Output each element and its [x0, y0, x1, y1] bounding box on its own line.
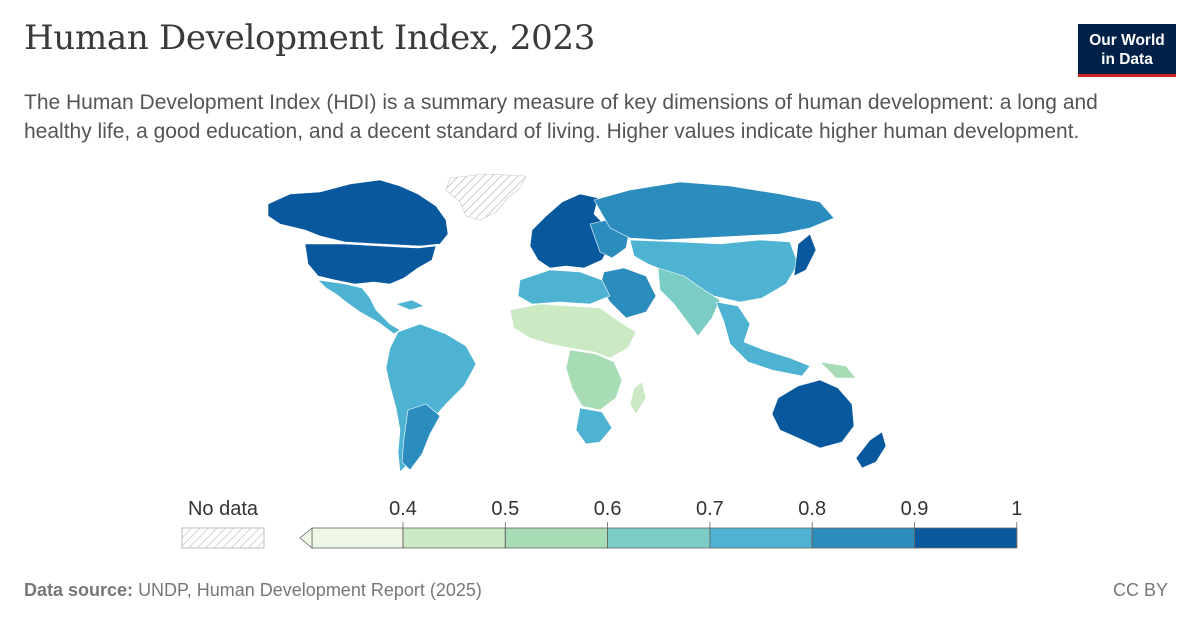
legend-tick-label: 0.9	[901, 498, 929, 520]
japan-korea-region[interactable]	[793, 233, 817, 277]
data-source-text: UNDP, Human Development Report (2025)	[138, 580, 482, 600]
legend-bin[interactable]	[709, 527, 813, 549]
chart-title: Human Development Index, 2023	[24, 18, 596, 58]
russia-region[interactable]	[593, 181, 835, 241]
legend-tick-label: 0.4	[389, 498, 417, 520]
legend-lower-arrow	[299, 527, 313, 549]
data-source-label: Data source:	[24, 580, 134, 600]
legend-bin[interactable]	[914, 527, 1018, 549]
logo-line-1: Our World	[1089, 32, 1165, 49]
central-asia-region[interactable]	[629, 239, 799, 303]
new-zealand-region[interactable]	[855, 431, 887, 469]
legend-bin[interactable]	[402, 527, 506, 549]
legend: No data 0.4 0.5 0.6 0.7 0.8 0.9 1	[181, 498, 1022, 549]
legend-bin[interactable]	[607, 527, 711, 549]
world-map[interactable]	[250, 172, 900, 490]
legend-tick-label: 0.7	[696, 498, 724, 520]
south-asia-region[interactable]	[657, 267, 721, 337]
australia-region[interactable]	[771, 379, 855, 449]
data-source[interactable]: Data source: UNDP, Human Development Rep…	[24, 580, 482, 601]
madagascar-region[interactable]	[629, 381, 647, 415]
legend-bin[interactable]	[811, 527, 915, 549]
chart-subtitle: The Human Development Index (HDI) is a s…	[24, 91, 1098, 143]
legend-tick-label: 0.5	[491, 498, 519, 520]
southern-africa-region[interactable]	[575, 407, 613, 445]
legend-tick-label: 0.8	[798, 498, 826, 520]
license-link[interactable]: CC BY	[1112, 580, 1168, 600]
south-america-region[interactable]	[385, 323, 477, 473]
no-data-swatch	[181, 527, 265, 549]
central-east-africa-region[interactable]	[565, 349, 623, 411]
caribbean-region[interactable]	[395, 299, 425, 311]
north-africa-region[interactable]	[517, 269, 611, 305]
southern-cone-region[interactable]	[401, 403, 441, 471]
logo-line-2: in Data	[1101, 51, 1153, 68]
north-america-north-region[interactable]	[267, 179, 449, 247]
legend-bin[interactable]	[504, 527, 608, 549]
mexico-central-america-region[interactable]	[317, 279, 401, 335]
greenland-region[interactable]	[445, 173, 527, 221]
no-data-label: No data	[188, 498, 259, 520]
usa-region[interactable]	[304, 243, 437, 285]
owid-logo[interactable]: Our World in Data	[1078, 24, 1176, 77]
legend-bin[interactable]	[311, 527, 404, 549]
legend-tick-label: 0.6	[594, 498, 622, 520]
legend-tick-label: 1	[1011, 498, 1022, 520]
west-central-africa-region[interactable]	[509, 303, 637, 359]
new-guinea-region[interactable]	[819, 361, 857, 379]
southeast-asia-region[interactable]	[715, 301, 811, 377]
